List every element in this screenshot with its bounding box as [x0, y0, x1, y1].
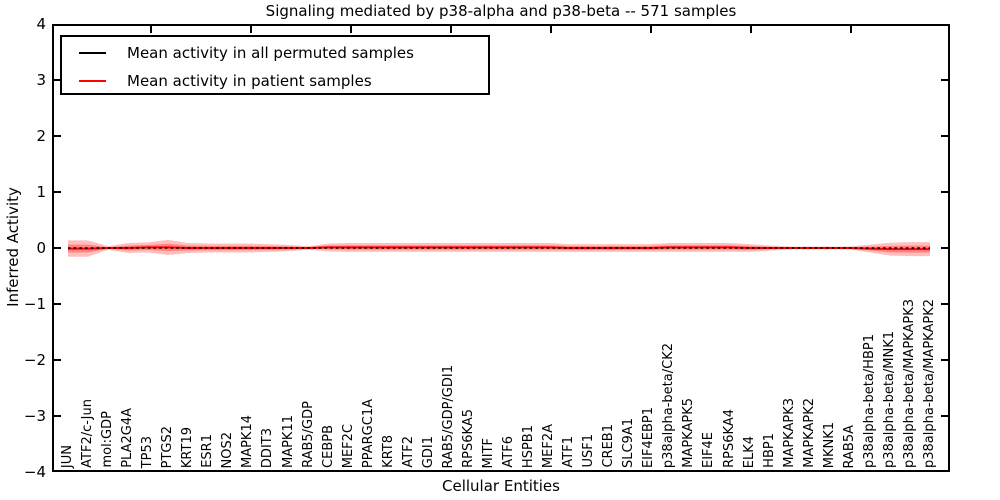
x-axis-label: Cellular Entities	[442, 477, 560, 495]
x-category-label: RPS6KA4	[721, 409, 737, 468]
y-tick-mark	[941, 247, 948, 249]
y-tick-mark	[941, 135, 948, 137]
x-category-label: RAB5/GDP	[300, 401, 316, 468]
x-category-label: CREB1	[601, 424, 617, 468]
x-category-label: RPS6KA5	[460, 409, 476, 468]
y-tick-label: 4	[36, 15, 46, 33]
x-category-label: ELK4	[741, 435, 757, 468]
y-tick-label: 3	[36, 71, 46, 89]
x-tick-mark	[450, 26, 452, 33]
x-category-label: NOS2	[220, 431, 236, 468]
x-category-label: EIF4EBP1	[641, 406, 657, 468]
x-category-label: MAPKAPK3	[781, 398, 797, 468]
y-tick-label: 0	[36, 239, 46, 257]
y-tick-mark	[54, 359, 61, 361]
x-category-label: EIF4E	[701, 431, 717, 468]
legend-line-black	[79, 52, 106, 54]
x-category-label: ATF1	[561, 436, 577, 468]
x-tick-mark	[550, 26, 552, 33]
legend-label-patient: Mean activity in patient samples	[127, 72, 372, 90]
x-category-label: HBP1	[761, 433, 777, 468]
x-category-label: DDIT3	[260, 427, 276, 468]
y-tick-label: −1	[23, 295, 46, 313]
y-tick-label: −3	[23, 407, 46, 425]
y-tick-label: −4	[23, 463, 46, 481]
x-category-label: ATF2/c-Jun	[80, 399, 96, 468]
x-category-label: p38alpha-beta/MAPKAPK2	[922, 299, 937, 468]
x-category-label: p38alpha-beta/MAPKAPK3	[901, 299, 917, 468]
x-category-label: MKNK1	[821, 421, 837, 468]
x-category-label: MAPK14	[240, 414, 256, 468]
x-category-label: MAPK11	[280, 414, 296, 468]
legend-line-red	[79, 80, 106, 82]
x-tick-mark	[150, 26, 152, 33]
x-category-label: HSPB1	[521, 424, 537, 468]
x-category-label: CEBPB	[320, 425, 336, 468]
x-category-label: p38alpha-beta/MNK1	[881, 331, 897, 468]
legend: Mean activity in all permuted samples Me…	[60, 35, 490, 95]
x-category-label: GDI1	[420, 435, 436, 468]
x-category-label: TP53	[140, 435, 156, 468]
x-category-label: PTGS2	[160, 425, 176, 468]
y-tick-mark	[54, 247, 61, 249]
plot-area	[52, 24, 950, 472]
x-category-label: p38alpha-beta/HBP1	[861, 333, 877, 468]
x-category-label: USF1	[581, 434, 597, 468]
x-category-label: KRT8	[380, 435, 396, 468]
y-tick-mark	[54, 415, 61, 417]
y-tick-mark	[54, 191, 61, 193]
x-category-label: RAB5/GDP/GDI1	[440, 364, 456, 468]
y-tick-mark	[941, 303, 948, 305]
x-tick-mark	[750, 26, 752, 33]
x-category-label: ATF2	[400, 436, 416, 468]
y-tick-label: −2	[23, 351, 46, 369]
x-category-label: SLC9A1	[621, 417, 637, 468]
x-tick-mark	[850, 26, 852, 33]
x-category-label: RAB5A	[841, 424, 857, 468]
y-tick-label: 1	[36, 183, 46, 201]
y-tick-mark	[941, 359, 948, 361]
x-category-label: MEF2A	[541, 423, 557, 468]
x-category-label: PPARGC1A	[360, 398, 376, 468]
x-category-label: MAPKAPK2	[801, 398, 817, 468]
x-category-label: KRT19	[180, 426, 196, 468]
y-tick-mark	[54, 303, 61, 305]
chart-canvas	[68, 239, 930, 257]
y-tick-mark	[941, 191, 948, 193]
x-category-label: PLA2G4A	[120, 408, 136, 468]
chart-title: Signaling mediated by p38-alpha and p38-…	[265, 2, 737, 20]
x-category-label: MITF	[480, 437, 496, 468]
legend-entry-patient: Mean activity in patient samples	[62, 67, 488, 95]
y-tick-mark	[941, 415, 948, 417]
y-tick-mark	[54, 79, 61, 81]
legend-entry-permuted: Mean activity in all permuted samples	[62, 39, 488, 67]
legend-label-permuted: Mean activity in all permuted samples	[127, 44, 414, 62]
x-category-label: MAPKAPK5	[681, 398, 697, 468]
x-category-label: ATF6	[501, 436, 517, 468]
y-tick-mark	[941, 79, 948, 81]
y-tick-mark	[54, 135, 61, 137]
x-category-label: MEF2C	[340, 423, 356, 468]
x-category-label: ESR1	[200, 434, 216, 468]
x-category-label: p38alpha-beta/CK2	[661, 342, 677, 468]
x-category-label: JUN	[60, 444, 75, 468]
y-tick-label: 2	[36, 127, 46, 145]
x-tick-mark	[350, 26, 352, 33]
x-tick-mark	[650, 26, 652, 33]
x-category-label: mol:GDP	[100, 411, 116, 468]
x-tick-mark	[250, 26, 252, 33]
